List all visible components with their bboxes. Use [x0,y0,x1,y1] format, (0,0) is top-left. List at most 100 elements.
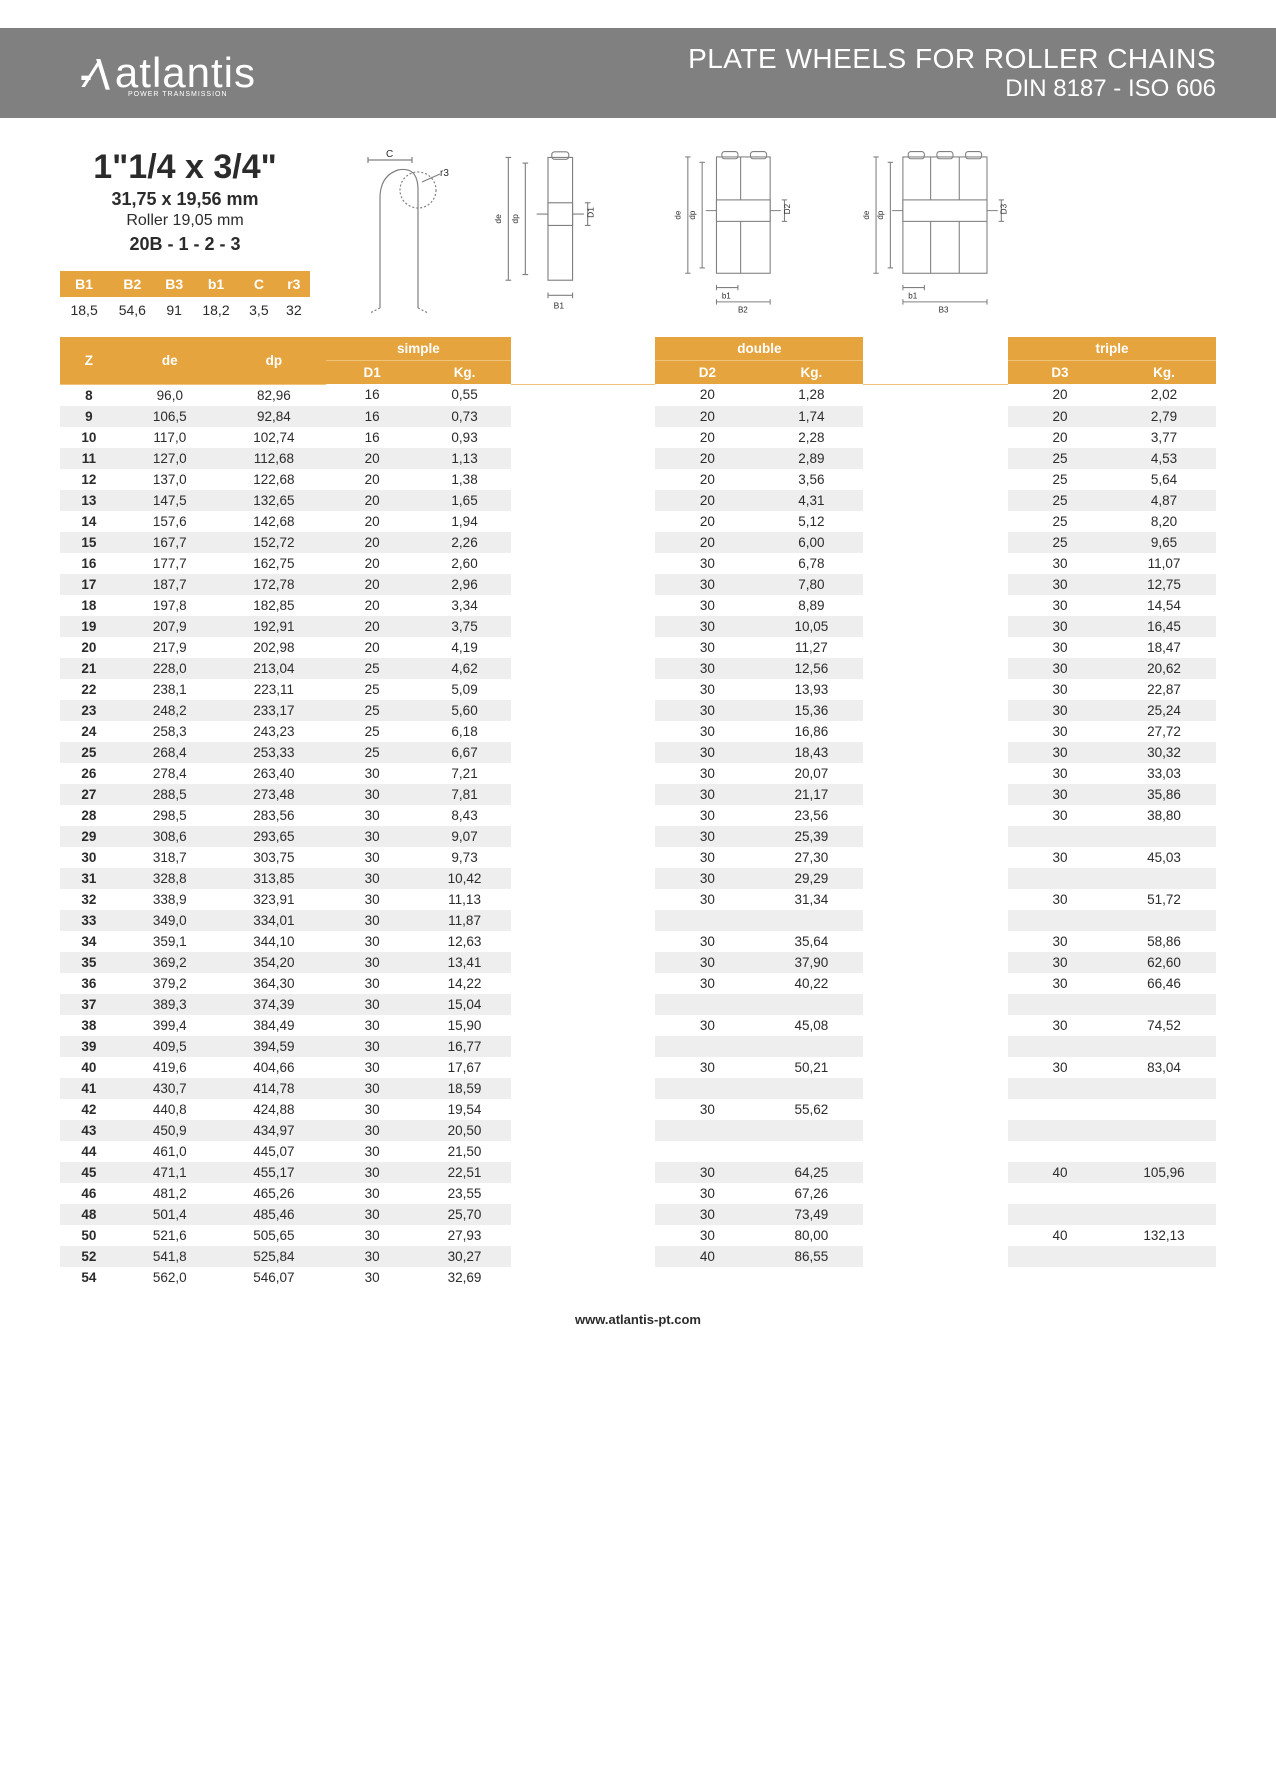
cell: 30 [326,868,418,889]
label-de-3: de [861,210,870,219]
cell [1112,868,1216,889]
cell: 20 [60,637,118,658]
cell: 55,62 [759,1099,863,1120]
cell: 21,50 [418,1141,510,1162]
small-th-C: C [240,271,278,297]
cell: 192,91 [222,616,326,637]
table-row: 50521,6505,653027,933080,0040132,13 [60,1225,1216,1246]
label-r3: r3 [440,168,449,179]
cell: 40 [655,1246,759,1267]
cell: 16,86 [759,721,863,742]
cell: 461,0 [118,1141,222,1162]
cell: 9,65 [1112,532,1216,553]
cell: 30 [326,1078,418,1099]
cell: 44 [60,1141,118,1162]
cell: 11,07 [1112,553,1216,574]
cell [511,1267,656,1288]
cell [1008,1078,1112,1099]
cell [863,742,1008,763]
cell: 20 [326,637,418,658]
cell [655,1267,759,1288]
table-row: 12137,0122,68201,38203,56255,64 [60,469,1216,490]
cell: 197,8 [118,595,222,616]
cell [655,1120,759,1141]
cell: 27,72 [1112,721,1216,742]
cell [511,1141,656,1162]
cell: 92,84 [222,406,326,427]
small-th-r3: r3 [278,271,310,297]
cell [759,1267,863,1288]
table-row: 17187,7172,78202,96307,803012,75 [60,574,1216,595]
cell [511,805,656,826]
cell: 4,87 [1112,490,1216,511]
cell [863,679,1008,700]
cell: 30 [655,826,759,847]
cell: 8 [60,384,118,406]
cell: 23 [60,700,118,721]
cell: 349,0 [118,910,222,931]
main-data-table: Z de dp simple double triple D1 Kg. D2 K… [60,337,1216,1288]
cell: 525,84 [222,1246,326,1267]
cell: 2,60 [418,553,510,574]
cell [1112,1141,1216,1162]
table-row: 30318,7303,75309,733027,303045,03 [60,847,1216,868]
cell: 359,1 [118,931,222,952]
cell [655,1141,759,1162]
cell: 30 [1008,889,1112,910]
cell [863,574,1008,595]
cell [1112,1183,1216,1204]
cell: 5,64 [1112,469,1216,490]
cell: 30 [326,1204,418,1225]
cell: 26 [60,763,118,784]
cell: 30 [1008,658,1112,679]
cell: 384,49 [222,1015,326,1036]
cell: 30 [1008,784,1112,805]
cell: 30 [655,616,759,637]
cell: 40 [1008,1225,1112,1246]
cell: 39 [60,1036,118,1057]
cell: 298,5 [118,805,222,826]
cell [655,994,759,1015]
cell: 30 [1008,616,1112,637]
table-row: 52541,8525,843030,274086,55 [60,1246,1216,1267]
cell: 40 [60,1057,118,1078]
cell [863,994,1008,1015]
cell: 31,34 [759,889,863,910]
cell: 30 [326,1036,418,1057]
th-de: de [118,337,222,384]
cell: 117,0 [118,427,222,448]
table-row: 20217,9202,98204,193011,273018,47 [60,637,1216,658]
table-row: 39409,5394,593016,77 [60,1036,1216,1057]
cell: 13,93 [759,679,863,700]
th-triple: triple [1008,337,1216,361]
cell: 30 [326,847,418,868]
cell [863,637,1008,658]
cell: 29,29 [759,868,863,889]
cell: 3,75 [418,616,510,637]
cell [1008,1204,1112,1225]
cell: 273,48 [222,784,326,805]
small-td-C: 3,5 [240,297,278,323]
table-row: 28298,5283,56308,433023,563038,80 [60,805,1216,826]
cell [511,910,656,931]
cell: 434,97 [222,1120,326,1141]
table-row: 41430,7414,783018,59 [60,1078,1216,1099]
cell: 30 [326,1141,418,1162]
table-row: 21228,0213,04254,623012,563020,62 [60,658,1216,679]
cell: 25 [1008,490,1112,511]
cell: 228,0 [118,658,222,679]
table-row: 26278,4263,40307,213020,073033,03 [60,763,1216,784]
cell: 80,00 [759,1225,863,1246]
cell: 157,6 [118,511,222,532]
table-row: 43450,9434,973020,50 [60,1120,1216,1141]
cell [863,952,1008,973]
table-row: 45471,1455,173022,513064,2540105,96 [60,1162,1216,1183]
cell: 30 [1008,1015,1112,1036]
cell: 177,7 [118,553,222,574]
cell [511,532,656,553]
cell: 30 [655,1183,759,1204]
cell: 45 [60,1162,118,1183]
cell [1112,1204,1216,1225]
cell: 5,60 [418,700,510,721]
cell: 20 [326,574,418,595]
